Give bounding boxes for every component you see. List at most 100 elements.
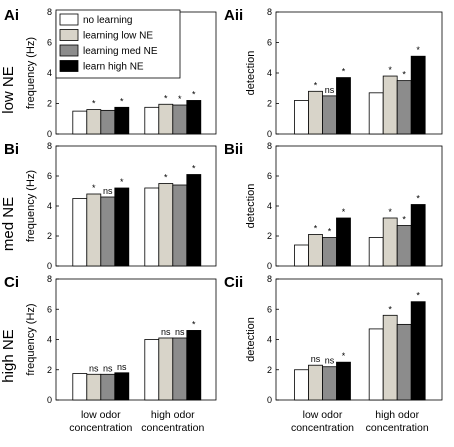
category-label: concentration — [69, 422, 132, 434]
panel-label: Ci — [4, 274, 19, 291]
significance-marker: * — [314, 80, 318, 90]
bar-no-learning — [294, 100, 309, 135]
significance-marker: * — [388, 65, 392, 75]
bar-learning-med-ne — [172, 184, 188, 267]
row-label-med-ne: med NE — [0, 197, 17, 251]
panel-label: Bii — [224, 141, 243, 158]
significance-marker: * — [92, 183, 96, 193]
panel-aii: Aii detection 0 2 4 6 8 * ns * * * * — [224, 7, 443, 139]
y-axis-label: detection — [245, 184, 257, 229]
bar-learn-high-ne — [410, 204, 426, 267]
y-tick-label: 6 — [267, 304, 272, 314]
legend-swatch — [59, 13, 79, 26]
significance-marker: * — [120, 177, 124, 187]
legend-swatch — [59, 44, 79, 57]
significance-marker: ns — [103, 363, 113, 373]
significance-marker: * — [342, 207, 346, 217]
significance-marker: ns — [103, 186, 113, 196]
category-label: high odor — [151, 409, 195, 421]
row-label-low-ne: low NE — [0, 66, 17, 114]
legend: no learning learning low NE learning med N… — [55, 9, 181, 79]
y-tick-label: 2 — [267, 231, 272, 241]
category-label: high odor — [375, 409, 419, 421]
bar-learn-high-ne — [336, 77, 351, 135]
bar-learning-med-ne — [396, 323, 412, 401]
significance-marker: * — [164, 93, 168, 103]
panel-label: Ai — [4, 7, 19, 24]
significance-marker: * — [402, 215, 406, 225]
y-tick-label: 6 — [47, 38, 52, 48]
category-label: concentration — [141, 422, 204, 434]
significance-marker: * — [388, 207, 392, 217]
panel-label: Bi — [4, 141, 19, 158]
y-axis-label: detection — [245, 51, 257, 96]
significance-marker: * — [342, 67, 346, 77]
y-tick-label: 4 — [47, 68, 52, 78]
bar-no-learning — [144, 339, 160, 401]
y-tick-label: 0 — [47, 129, 52, 139]
category-label: low odor — [303, 409, 343, 421]
panel-label: Cii — [224, 274, 243, 291]
significance-marker: * — [402, 70, 406, 80]
row-label-high-ne: high NE — [0, 329, 17, 382]
panel-ai: Ai frequency (Hz) 0 2 4 6 8 * * * * * — [4, 7, 217, 139]
legend-swatch — [59, 29, 79, 41]
significance-marker: ns — [311, 354, 321, 364]
significance-marker: * — [92, 99, 96, 109]
y-tick-label: 6 — [47, 171, 52, 181]
bar-learning-med-ne — [100, 373, 116, 401]
bar-learn-high-ne — [186, 100, 202, 135]
bar-learning-low-ne — [308, 90, 323, 135]
significance-marker: ns — [325, 356, 335, 366]
significance-marker: * — [164, 173, 168, 183]
panel-bi: Bi frequency (Hz) 0 2 4 6 8 * ns * * * — [4, 141, 217, 271]
bar-learn-high-ne — [186, 330, 202, 401]
significance-marker: * — [342, 351, 346, 361]
bar-learning-low-ne — [382, 217, 398, 267]
bar-no-learning — [368, 328, 384, 401]
y-tick-label: 8 — [267, 7, 272, 17]
bar-learning-low-ne — [86, 109, 102, 135]
y-tick-label: 8 — [267, 274, 272, 284]
y-axis-label: frequency (Hz) — [25, 303, 37, 375]
significance-marker: * — [120, 96, 124, 106]
bar-learning-low-ne — [158, 103, 174, 135]
y-tick-label: 0 — [267, 129, 272, 139]
y-tick-label: 6 — [47, 304, 52, 314]
bar-learn-high-ne — [410, 55, 426, 135]
y-axis-label: frequency (Hz) — [25, 37, 37, 109]
bar-learn-high-ne — [186, 174, 202, 267]
bar-learning-med-ne — [100, 196, 116, 267]
bar-learning-low-ne — [382, 314, 398, 401]
significance-marker: ns — [161, 327, 171, 337]
y-tick-label: 4 — [267, 335, 272, 345]
bar-no-learning — [144, 106, 160, 135]
y-tick-label: 4 — [47, 201, 52, 211]
significance-marker: * — [416, 45, 420, 55]
y-tick-label: 6 — [267, 171, 272, 181]
y-tick-label: 2 — [47, 99, 52, 109]
category-label: concentration — [291, 422, 354, 434]
y-tick-label: 2 — [47, 365, 52, 375]
bar-learn-high-ne — [336, 217, 351, 267]
bar-learn-high-ne — [114, 187, 130, 267]
significance-marker: * — [388, 304, 392, 314]
y-tick-label: 4 — [47, 335, 52, 345]
y-tick-label: 8 — [267, 141, 272, 151]
bar-learning-low-ne — [158, 337, 174, 401]
significance-marker: * — [192, 89, 196, 99]
y-tick-label: 8 — [47, 274, 52, 284]
y-tick-label: 2 — [47, 231, 52, 241]
y-tick-label: 0 — [47, 395, 52, 405]
significance-marker: * — [416, 291, 420, 301]
bar-no-learning — [144, 187, 160, 267]
panels: Ai frequency (Hz) 0 2 4 6 8 * * * * * Aii detection 0 2… — [4, 7, 443, 405]
bar-learning-med-ne — [396, 225, 412, 267]
bar-no-learning — [72, 110, 88, 135]
bar-no-learning — [368, 92, 384, 135]
bar-learning-low-ne — [158, 183, 174, 267]
significance-marker: * — [178, 94, 182, 104]
